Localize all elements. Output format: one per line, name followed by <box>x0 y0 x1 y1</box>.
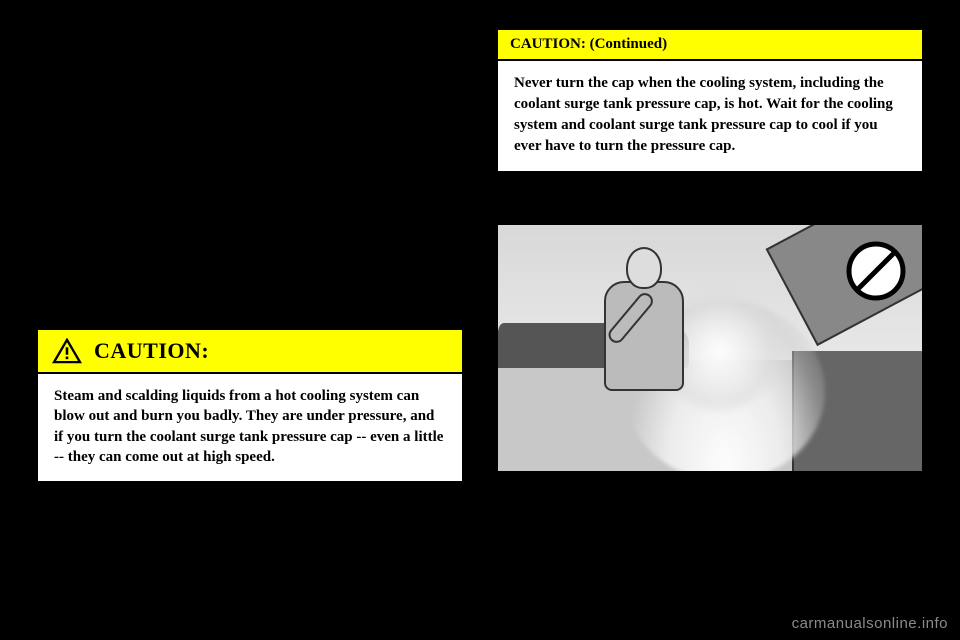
caution-box-left: CAUTION: Steam and scalding liquids from… <box>36 328 464 483</box>
watermark-text: carmanualsonline.info <box>792 615 948 632</box>
caution-header: CAUTION: <box>38 330 462 374</box>
illustration-person-head <box>626 247 662 289</box>
prohibit-icon <box>844 239 908 303</box>
right-column: CAUTION: (Continued) Never turn the cap … <box>480 0 960 640</box>
manual-page: CAUTION: Steam and scalding liquids from… <box>0 0 960 640</box>
caution-continued-header: CAUTION: (Continued) <box>498 30 922 61</box>
warning-triangle-icon <box>52 338 82 364</box>
illustration-person <box>596 247 706 407</box>
caution-title: CAUTION: <box>94 338 209 364</box>
caution-box-right: CAUTION: (Continued) Never turn the cap … <box>496 28 924 173</box>
caution-body-text: Steam and scalding liquids from a hot co… <box>38 374 462 481</box>
caution-continued-body: Never turn the cap when the cooling syst… <box>498 61 922 171</box>
steam-warning-illustration <box>496 223 924 473</box>
left-column: CAUTION: Steam and scalding liquids from… <box>0 0 480 640</box>
